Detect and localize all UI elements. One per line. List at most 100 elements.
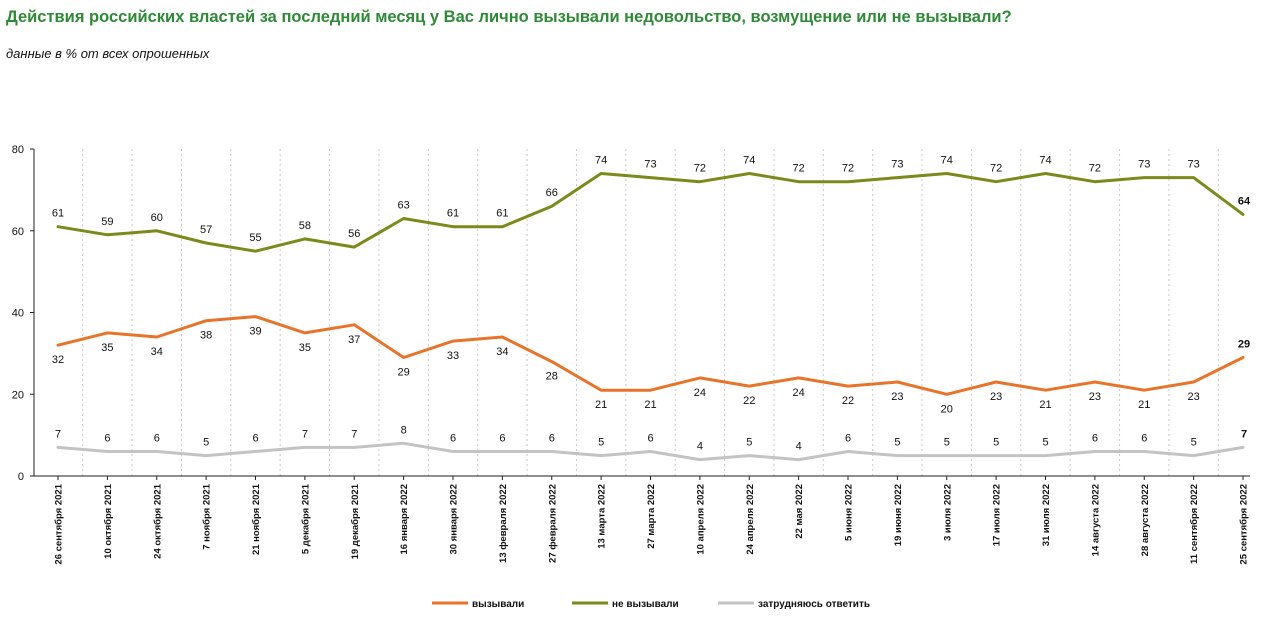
x-tick-label: 30 января 2022 [449, 484, 460, 554]
data-label: 61 [52, 208, 64, 220]
x-tick-label: 5 июня 2022 [844, 484, 855, 541]
data-label: 57 [200, 224, 212, 236]
x-tick-label: 24 октября 2021 [152, 483, 163, 559]
data-label: 73 [891, 159, 903, 171]
data-label: 5 [993, 437, 999, 449]
data-label: 35 [101, 342, 113, 354]
x-tick-label: 13 марта 2022 [597, 484, 608, 549]
legend-label: затрудняюсь ответить [758, 599, 870, 610]
data-label: 61 [496, 208, 508, 220]
data-label: 6 [1092, 432, 1098, 444]
x-tick-label: 14 августа 2022 [1090, 484, 1101, 556]
chart-subtitle: данные в % от всех опрошенных [6, 46, 210, 61]
data-label: 74 [1039, 155, 1051, 167]
data-label: 6 [647, 432, 653, 444]
data-label: 72 [1089, 163, 1101, 175]
x-tick-label: 19 июня 2022 [893, 484, 904, 546]
data-label: 21 [1138, 399, 1150, 411]
data-label: 72 [793, 163, 805, 175]
series-line-3 [56, 441, 1245, 462]
data-label: 32 [52, 354, 64, 366]
series-lines [56, 172, 1245, 462]
data-label: 23 [1188, 391, 1200, 403]
legend-label: не вызывали [612, 599, 679, 610]
data-label: 7 [1241, 428, 1247, 440]
data-label: 33 [447, 350, 459, 362]
data-label: 21 [595, 399, 607, 411]
x-tick-label: 24 апреля 2022 [745, 484, 756, 555]
data-label: 7 [351, 428, 357, 440]
data-label: 24 [793, 387, 805, 399]
data-label: 6 [104, 432, 110, 444]
data-label: 5 [894, 437, 900, 449]
x-tick-label: 21 ноября 2021 [251, 483, 262, 555]
x-tick-label: 25 сентября 2022 [1239, 484, 1250, 565]
data-label: 38 [200, 330, 212, 342]
chart-title: Действия российских властей за последний… [6, 8, 1012, 26]
data-label: 63 [398, 199, 410, 211]
data-label: 59 [101, 216, 113, 228]
data-label: 6 [549, 432, 555, 444]
data-label: 72 [990, 163, 1002, 175]
x-tick-label: 16 января 2022 [399, 484, 410, 554]
data-label: 73 [1138, 159, 1150, 171]
data-label: 21 [644, 399, 656, 411]
data-label: 6 [499, 432, 505, 444]
data-label: 34 [151, 346, 163, 358]
data-label: 22 [842, 395, 854, 407]
y-tick-label: 80 [12, 144, 24, 156]
data-label: 7 [302, 428, 308, 440]
y-tick-label: 60 [12, 226, 24, 238]
data-label: 37 [348, 334, 360, 346]
x-tick-label: 5 декабря 2021 [300, 483, 311, 554]
x-tick-label: 11 сентября 2022 [1189, 484, 1200, 564]
series-line-1 [56, 315, 1245, 396]
data-label: 6 [450, 432, 456, 444]
data-label: 74 [941, 155, 953, 167]
data-label: 58 [299, 220, 311, 232]
data-label: 66 [546, 187, 558, 199]
data-label: 5 [1191, 437, 1197, 449]
data-label: 5 [598, 437, 604, 449]
data-label: 5 [203, 437, 209, 449]
x-tick-label: 3 июля 2022 [942, 484, 953, 541]
x-tick-label: 10 октября 2021 [103, 483, 114, 559]
data-label: 73 [644, 159, 656, 171]
data-label: 8 [401, 424, 407, 436]
data-label: 5 [944, 437, 950, 449]
data-label: 28 [546, 371, 558, 383]
data-label: 24 [694, 387, 706, 399]
data-label: 64 [1238, 195, 1251, 207]
x-tick-label: 10 апреля 2022 [695, 484, 706, 555]
x-tick-label: 26 сентября 2021 [54, 483, 65, 564]
data-label: 74 [595, 155, 607, 167]
data-label: 6 [154, 432, 160, 444]
data-label: 23 [990, 391, 1002, 403]
x-tick-label: 27 февраля 2022 [547, 484, 558, 563]
data-label: 55 [249, 232, 261, 244]
y-tick-label: 0 [18, 471, 24, 483]
data-label: 60 [151, 212, 163, 224]
x-tick-label: 17 июля 2022 [992, 484, 1003, 546]
series-line-2 [56, 172, 1245, 253]
x-tick-label: 22 мая 2022 [794, 484, 805, 539]
data-label: 4 [697, 441, 703, 453]
data-label: 29 [1238, 338, 1250, 350]
x-tick-label: 27 марта 2022 [646, 484, 657, 549]
data-label: 4 [796, 441, 802, 453]
data-label: 20 [941, 403, 953, 415]
data-label: 6 [1141, 432, 1147, 444]
data-label: 7 [55, 428, 61, 440]
data-label: 29 [398, 366, 410, 378]
data-label: 21 [1039, 399, 1051, 411]
data-label: 5 [1042, 437, 1048, 449]
data-label: 6 [252, 432, 258, 444]
data-label: 56 [348, 228, 360, 240]
grid [82, 149, 1219, 476]
data-label: 72 [694, 163, 706, 175]
x-tick-label: 31 июля 2022 [1041, 484, 1052, 546]
data-label: 35 [299, 342, 311, 354]
x-tick-label: 28 августа 2022 [1140, 484, 1151, 556]
y-tick-label: 40 [12, 308, 24, 320]
